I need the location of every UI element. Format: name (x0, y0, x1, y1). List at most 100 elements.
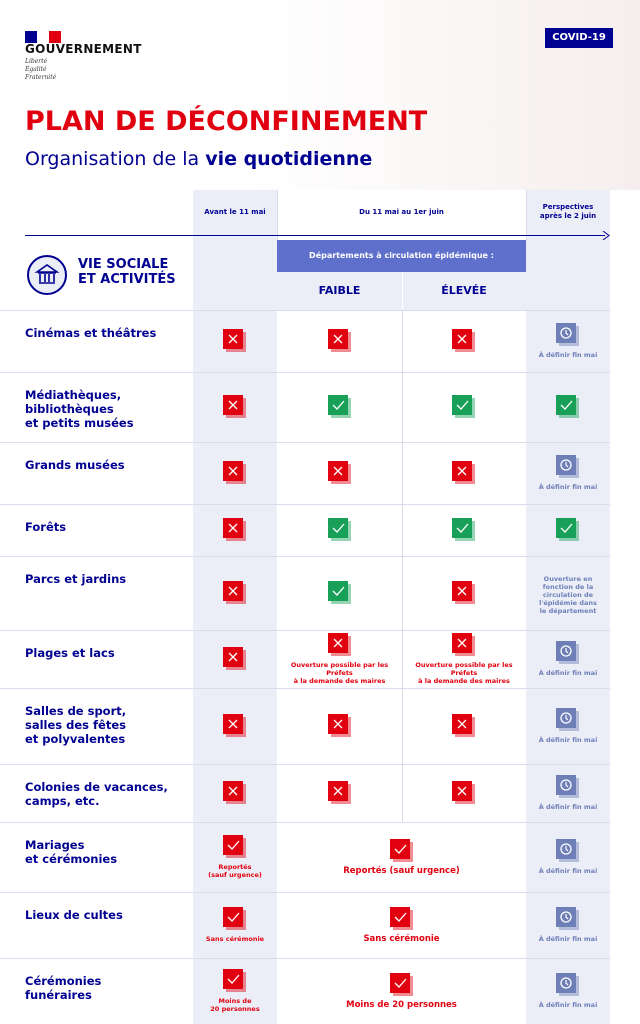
status-icon (452, 581, 475, 604)
row-label: Médiathèques, bibliothèques et petits mu… (25, 388, 134, 430)
cell-note: Moins de 20 personnes (210, 997, 260, 1013)
cell (277, 372, 402, 442)
cell-note: À définir fin mai (538, 351, 598, 359)
cell: Ouverture en fonction de la circulation … (526, 556, 610, 630)
status-icon (223, 395, 246, 418)
cell (193, 688, 277, 764)
cell-note: Sans cérémonie (205, 935, 265, 943)
divider (526, 190, 527, 240)
cell-note: À définir fin mai (538, 803, 598, 811)
cell (193, 442, 277, 504)
motto-line: Liberté (25, 58, 48, 65)
level: FAIBLE (318, 284, 361, 297)
status-icon (452, 518, 475, 541)
status-icon (327, 461, 351, 484)
status-icon (556, 973, 579, 996)
status-icon (556, 518, 579, 541)
divider (402, 372, 403, 442)
cell-note: À définir fin mai (538, 669, 598, 677)
cell: Sans cérémonie (193, 892, 277, 958)
divider (402, 310, 403, 372)
cell: Reportés (sauf urgence) (277, 822, 526, 892)
cell: À définir fin mai (526, 892, 610, 958)
logo-text: GOUVERNEMENT (25, 42, 142, 56)
cell: À définir fin mai (526, 958, 610, 1024)
row-line (0, 556, 610, 557)
cell (193, 504, 277, 556)
row-label: Cinémas et théâtres (25, 326, 157, 340)
status-icon (327, 518, 351, 541)
cell-note: Reportés (sauf urgence) (343, 866, 460, 876)
status-icon (327, 633, 351, 656)
row-label: Mariages et cérémonies (25, 838, 118, 866)
cell: Moins de 20 personnes (193, 958, 277, 1024)
cell-note: À définir fin mai (538, 867, 598, 875)
status-icon (389, 973, 413, 996)
period: Avant le 11 mai (204, 208, 266, 216)
subtitle-text: Organisation de la (25, 148, 206, 170)
cell: À définir fin mai (526, 630, 610, 688)
row-label: Lieux de cultes (25, 908, 123, 922)
status-icon (223, 969, 246, 992)
status-icon (327, 581, 351, 604)
row-line (0, 958, 610, 959)
status-icon (327, 395, 351, 418)
status-icon (556, 323, 579, 346)
cell: À définir fin mai (526, 442, 610, 504)
cell (402, 372, 526, 442)
status-icon (223, 835, 246, 858)
timeline (25, 235, 605, 236)
arrow (602, 231, 610, 240)
motto: Liberté Égalité Fraternité (25, 58, 56, 82)
row-label: Salles de sport, salles des fêtes et pol… (25, 704, 127, 746)
status-icon (223, 518, 246, 541)
cell-note: À définir fin mai (538, 736, 598, 744)
cell (193, 764, 277, 822)
status-icon (556, 455, 579, 478)
cell: Ouverture possible par les Préfets à la … (402, 630, 526, 688)
cell-note: Ouverture possible par les Préfets à la … (415, 661, 513, 685)
cell: Reportés (sauf urgence) (193, 822, 277, 892)
cell: À définir fin mai (526, 764, 610, 822)
divider (402, 630, 403, 688)
cell: Sans cérémonie (277, 892, 526, 958)
level-bg (277, 272, 526, 310)
cell-note: À définir fin mai (538, 1001, 598, 1009)
cell: À définir fin mai (526, 310, 610, 372)
row-label: Cérémonies funéraires (25, 974, 102, 1002)
cell (193, 310, 277, 372)
status-icon (556, 641, 579, 664)
motto-line: Égalité (25, 66, 47, 73)
status-icon (223, 781, 246, 804)
divider (402, 688, 403, 764)
section-icon (27, 255, 67, 295)
cell (277, 688, 402, 764)
status-icon (556, 839, 579, 862)
status-icon (223, 714, 246, 737)
divider (402, 764, 403, 822)
cell (402, 688, 526, 764)
row-label: Forêts (25, 520, 67, 534)
divider (402, 556, 403, 630)
cell: Moins de 20 personnes (277, 958, 526, 1024)
status-icon (452, 714, 475, 737)
status-icon (327, 781, 351, 804)
subtitle: Organisation de la vie quotidienne (25, 148, 372, 170)
cell (193, 556, 277, 630)
row-line (0, 688, 610, 689)
motto-line: Fraternité (25, 74, 57, 81)
status-icon (452, 781, 475, 804)
row-line (0, 822, 610, 823)
row-line (0, 310, 610, 311)
status-icon (389, 839, 413, 862)
cell (402, 504, 526, 556)
row-line (0, 442, 610, 443)
status-icon (327, 329, 351, 352)
row-line (0, 892, 610, 893)
row-line (0, 372, 610, 373)
badge: COVID-19 (545, 28, 613, 48)
status-icon (556, 708, 579, 731)
status-icon (556, 775, 579, 798)
cell-note: Ouverture possible par les Préfets à la … (290, 661, 389, 685)
cell (193, 372, 277, 442)
